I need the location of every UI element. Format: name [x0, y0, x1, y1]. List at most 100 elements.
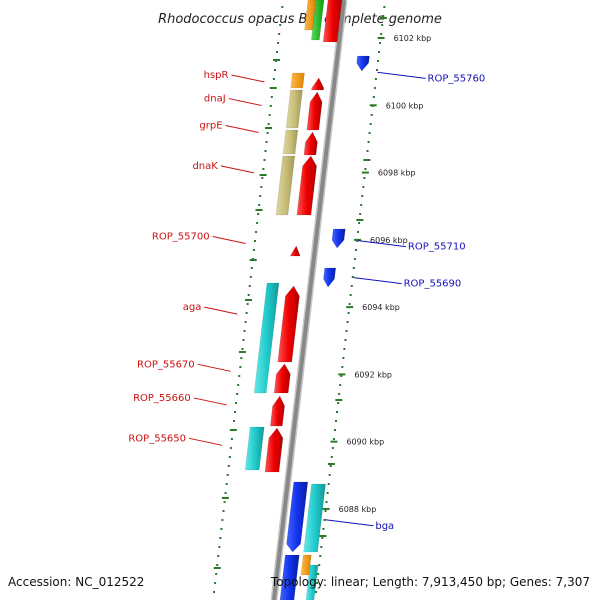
guide-dot [255, 231, 258, 233]
kbp-tick-label: 6088 kbp [339, 505, 377, 514]
guide-dot [342, 357, 345, 359]
gene-label-leader [197, 363, 231, 372]
kbp-tick-label: 6102 kbp [394, 34, 432, 43]
gene-label-right: bga [375, 521, 394, 532]
dnaK-ortholog-bar [275, 155, 296, 216]
guide-dot [228, 456, 231, 458]
guide-dot [321, 537, 324, 539]
gene-features [244, 0, 370, 600]
gene-label-leader [353, 277, 402, 285]
guide-dot [257, 213, 260, 215]
ROP_55690-gene-arrow [323, 267, 337, 288]
guide-dot [360, 204, 363, 206]
gene-feature-red [322, 0, 343, 43]
kbp-tick-mark [330, 440, 338, 443]
guide-dot [236, 393, 239, 395]
guide-dot [235, 402, 238, 404]
kbp-tick-mark [322, 507, 330, 510]
guide-dot [381, 24, 384, 26]
guide-dot [326, 492, 329, 494]
guide-dot [233, 420, 235, 422]
ROP_55650-gene-arrow [264, 427, 284, 473]
gene-feature-cyan [305, 564, 319, 600]
guide-dot [344, 339, 347, 341]
guide-dot [383, 6, 386, 8]
genome-summary-text: Topology: linear; Length: 7,913,450 bp; … [270, 575, 590, 589]
gene-label-left: ROP_55650 [128, 433, 186, 444]
ROP_55670-gene-arrow [273, 363, 291, 394]
guide-dot [324, 510, 327, 512]
guide-dot [238, 375, 241, 377]
guide-dot [327, 483, 330, 485]
guide-dot [224, 492, 227, 494]
guide-dot [241, 348, 244, 350]
guide-dot [223, 501, 226, 503]
gene-label-leader [228, 98, 262, 107]
minor-tick-mark [335, 399, 343, 401]
guide-dot [341, 366, 344, 368]
guide-dot [351, 276, 354, 278]
guide-dot [361, 195, 364, 197]
guide-dot [268, 114, 271, 116]
guide-dot [354, 249, 357, 251]
guide-dot [245, 312, 248, 314]
guide-dot [340, 375, 343, 377]
guide-dot [358, 222, 361, 224]
guide-dot [265, 141, 268, 143]
guide-dot [220, 528, 223, 530]
guide-dot [227, 465, 230, 467]
kbp-tick-label: 6098 kbp [378, 169, 416, 178]
ROP_55650-ortholog-bar [244, 426, 265, 471]
guide-dot [350, 285, 353, 287]
gene-label-leader [193, 397, 227, 406]
guide-dot [332, 438, 335, 440]
minor-tick-mark [229, 429, 237, 431]
gene-label-leader [188, 437, 223, 446]
guide-dot [266, 132, 269, 134]
gene-feature-orange [300, 554, 312, 576]
guide-dot [330, 456, 333, 458]
guide-dot [259, 195, 262, 197]
guide-dot [239, 366, 242, 368]
guide-dot [352, 267, 355, 269]
guide-dot [337, 402, 340, 404]
guide-dot [225, 483, 228, 485]
guide-dot [256, 222, 259, 224]
guide-dot [264, 150, 267, 152]
guide-dot [242, 339, 245, 341]
guide-dot [262, 168, 265, 170]
guide-dot [244, 321, 247, 323]
guide-dot [363, 177, 366, 179]
guide-dot [254, 240, 256, 242]
kbp-tick-mark [346, 306, 354, 309]
minor-tick-mark [238, 351, 246, 353]
gene-feature-blue [279, 554, 300, 600]
guide-dot [379, 42, 382, 44]
genome-title: Rhodococcus opacus B4, complete genome [158, 12, 442, 27]
guide-dot [279, 24, 282, 26]
grpE-gene-arrow [303, 131, 318, 156]
guide-dot [348, 303, 351, 305]
guide-dot [219, 537, 222, 539]
minor-tick-mark [221, 497, 229, 499]
gene-label-left: ROP_55670 [137, 359, 195, 370]
kbp-ticks: 6102 kbp 6100 kbp 6098 kbp 6096 kbp 6094 kbp… [213, 17, 432, 569]
guide-dot [243, 330, 246, 332]
gene-feature-green [311, 0, 325, 41]
gene-label-leader [225, 124, 259, 133]
guide-dot [339, 384, 342, 386]
guide-dot [328, 474, 331, 476]
guide-dot [323, 519, 326, 521]
guide-dot [375, 69, 378, 71]
guide-dot [261, 177, 264, 179]
aga-ortholog-bar [253, 282, 280, 394]
kbp-tick-mark [354, 238, 362, 241]
backbone-line [272, 0, 346, 600]
guide-dot [366, 150, 369, 152]
gene-label-leader [212, 235, 246, 244]
guide-dot [230, 438, 233, 440]
guide-dot [258, 204, 261, 206]
bga-ortholog-bar [303, 483, 326, 553]
